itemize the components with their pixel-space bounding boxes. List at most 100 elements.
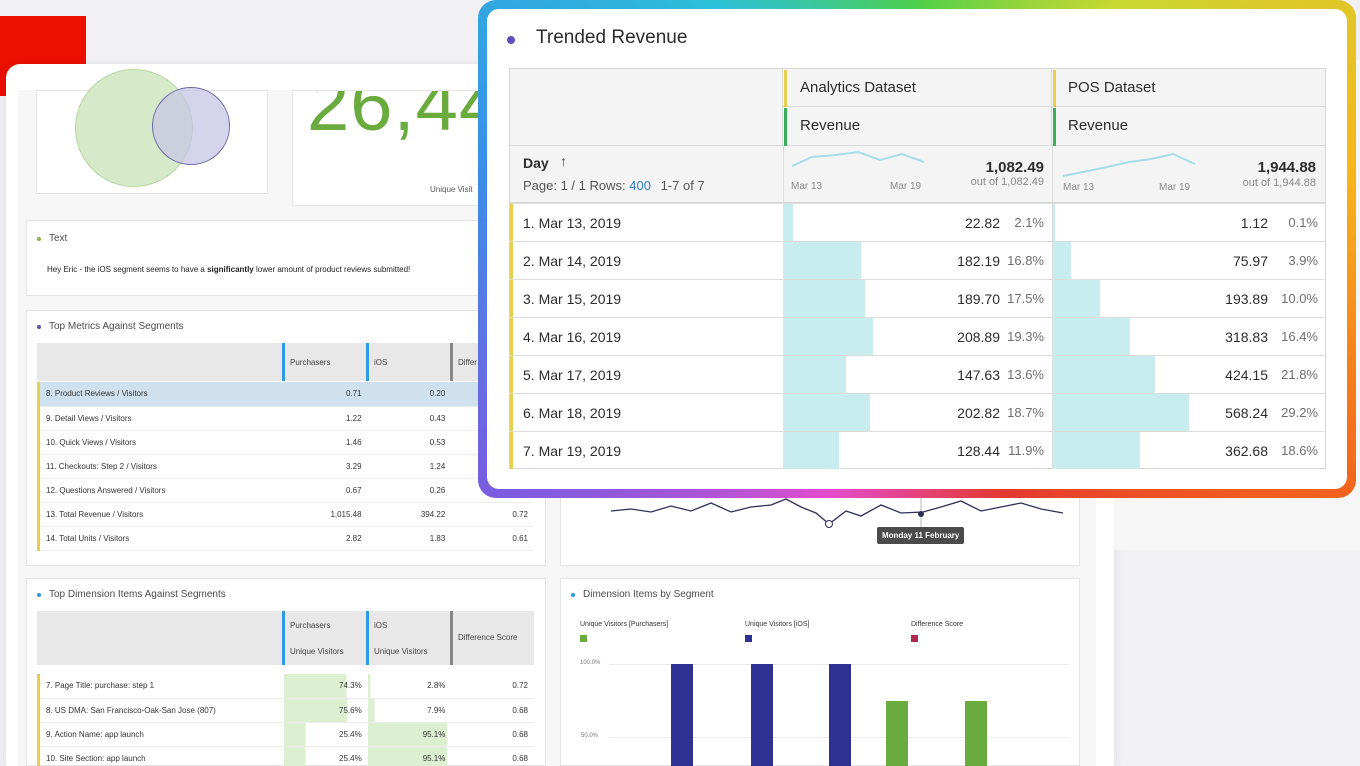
header-difference[interactable]: Differ (458, 358, 477, 367)
header-purchasers[interactable]: Purchasers (290, 621, 331, 630)
metrics-table-row[interactable]: 9. Detail Views / Visitors 1.22 0.43 (36, 406, 534, 431)
pos-metric-label: Revenue (1068, 117, 1129, 134)
metrics-cell-a: 0.67 (283, 478, 368, 503)
pos-value: 1.12 (1240, 215, 1268, 231)
revenue-row[interactable]: 3. Mar 15, 2019 189.70 17.5% 193.89 10.0% (510, 279, 1325, 317)
analytics-percent: 18.7% (1007, 405, 1044, 420)
analytics-total-sub: out of 1,082.49 (970, 176, 1044, 188)
dimension-header[interactable]: Day (523, 155, 549, 171)
header-pos-metric[interactable] (1052, 107, 1325, 146)
pos-spark-end: Mar 19 (1159, 182, 1191, 193)
analytics-metric-label: Revenue (800, 117, 861, 134)
pos-value: 75.97 (1232, 253, 1268, 269)
metrics-table-row[interactable]: 11. Checkouts: Step 2 / Visitors 3.29 1.24 (36, 454, 534, 479)
dimension-cell-b: 2.8% (367, 674, 452, 699)
header-ios[interactable]: iOS (374, 621, 388, 630)
metrics-cell-b: 0.20 (367, 382, 452, 407)
metrics-cell-b: 394.22 (367, 502, 452, 527)
revenue-row[interactable]: 5. Mar 17, 2019 147.63 13.6% 424.15 21.8% (510, 355, 1325, 393)
dimension-cell-c: 0.68 (451, 722, 534, 747)
row-date-label: 1. Mar 13, 2019 (523, 215, 622, 231)
summary-row (510, 146, 1325, 203)
segment-bar[interactable] (829, 664, 851, 766)
segment-chart-panel[interactable]: Dimension Items by Segment Unique Visito… (560, 578, 1080, 766)
pos-sparkline (1062, 152, 1196, 177)
top-metrics-title: Top Metrics Against Segments (37, 321, 184, 332)
header-analytics-metric[interactable] (783, 107, 1052, 146)
line-point-selected[interactable] (918, 511, 924, 517)
analytics-share-bar (783, 432, 839, 469)
dimension-table-row[interactable]: 7. Page Title: purchase: step 1 74.3% 2.8%… (37, 674, 534, 699)
header-difference-score[interactable]: Difference Score (458, 633, 518, 642)
metrics-cell-label: 14. Total Units / Visitors (36, 526, 284, 551)
dimension-table-row[interactable]: 10. Site Section: app launch 25.4% 95.1% 0.… (37, 746, 534, 766)
header-analytics-dataset[interactable] (783, 69, 1052, 107)
line-point-marker[interactable] (825, 520, 833, 528)
row-accent (510, 432, 513, 469)
metrics-table-row[interactable]: 13. Total Revenue / Visitors 1,015.48 394.… (36, 502, 534, 527)
analytics-spark-end: Mar 19 (890, 181, 922, 192)
metrics-cell-b: 0.43 (367, 406, 452, 431)
segment-bar[interactable] (671, 664, 693, 766)
header-pos-dataset[interactable] (1052, 69, 1325, 107)
segment-bar[interactable] (886, 701, 908, 766)
dimension-table-row[interactable]: 8. US DMA: San Francisco-Oak-San Jose (8… (37, 698, 534, 723)
legend-difference[interactable]: Difference Score (911, 621, 964, 628)
text-panel[interactable]: Text Hey Eric - the iOS segment seems to… (26, 220, 546, 296)
segment-chart-title-label: Dimension Items by Segment (583, 589, 714, 600)
y-tick-50: 50.0% (581, 733, 599, 739)
dimension-table: 7. Page Title: purchase: step 1 74.3% 2.8%… (37, 674, 534, 766)
pos-percent: 16.4% (1281, 329, 1318, 344)
metrics-cell-b: 1.24 (367, 454, 452, 479)
summary-number: 26,44 (307, 90, 492, 147)
message-prefix: Hey Eric - the iOS segment seems to have… (47, 265, 208, 274)
analytics-spark-start: Mar 13 (791, 181, 823, 192)
y-tick-100: 100.0% (580, 660, 601, 666)
page-label: Page: 1 / 1 Rows: (523, 178, 626, 193)
legend-purchasers[interactable]: Unique Visitors [Purchasers] (580, 621, 669, 628)
metrics-table-row[interactable]: 10. Quick Views / Visitors 1.46 0.53 (36, 430, 534, 455)
revenue-row[interactable]: 2. Mar 14, 2019 182.19 16.8% 75.97 3.9% (510, 241, 1325, 279)
sort-ascending-icon[interactable]: ↑ (560, 153, 567, 169)
metrics-cell-label: 8. Product Reviews / Visitors (36, 382, 284, 407)
text-panel-message: Hey Eric - the iOS segment seems to have… (47, 265, 410, 274)
revenue-row[interactable]: 6. Mar 18, 2019 202.82 18.7% 568.24 29.2% (510, 393, 1325, 431)
dimension-cell-a: 25.4% (284, 722, 368, 747)
header-ios[interactable]: iOS (374, 358, 388, 367)
top-dimension-title-label: Top Dimension Items Against Segments (49, 589, 226, 600)
pos-percent: 29.2% (1281, 405, 1318, 420)
summary-number-label: Unique Visit (430, 185, 473, 194)
row-date-label: 7. Mar 19, 2019 (523, 443, 622, 459)
metrics-cell-label: 11. Checkouts: Step 2 / Visitors (36, 454, 284, 479)
metrics-table-row[interactable]: 8. Product Reviews / Visitors 0.71 0.20 (36, 382, 534, 407)
panel-dot-icon (37, 324, 41, 329)
metrics-cell-a: 1,015.48 (283, 502, 368, 527)
analytics-value: 128.44 (957, 443, 1000, 459)
metrics-table-row[interactable]: 12. Questions Answered / Visitors 0.67 0.2… (36, 478, 534, 503)
rows-per-page-selector[interactable]: 400 (629, 178, 651, 193)
segment-bar[interactable] (965, 701, 987, 766)
analytics-percent: 11.9% (1008, 443, 1044, 458)
dimension-cell-a: 74.3% (284, 674, 368, 699)
freeform-table (509, 68, 1326, 469)
header-purchasers[interactable]: Purchasers (290, 358, 331, 367)
message-suffix: lower amount of product reviews submitte… (253, 265, 411, 274)
analytics-total: 1,082.49 (985, 159, 1044, 176)
panel-dot-icon (507, 36, 515, 44)
legend-ios[interactable]: Unique Visitors [iOS] (745, 621, 810, 628)
venn-panel[interactable] (36, 69, 268, 194)
analytics-share-bar (783, 242, 861, 279)
revenue-row[interactable]: 7. Mar 19, 2019 128.44 11.9% 362.68 18.6% (510, 431, 1325, 469)
dimension-table-row[interactable]: 9. Action Name: app launch 25.4% 95.1% 0.68 (37, 722, 534, 747)
summary-number-panel[interactable]: 26,44 Unique Visit (292, 90, 492, 206)
revenue-row[interactable]: 1. Mar 13, 2019 22.82 2.1% 1.12 0.1% (510, 203, 1325, 241)
segment-bar[interactable] (751, 664, 773, 766)
row-accent (510, 394, 513, 431)
analytics-percent: 13.6% (1007, 367, 1044, 382)
metrics-table-row[interactable]: 14. Total Units / Visitors 2.82 1.83 0.61 (36, 526, 534, 551)
revenue-row[interactable]: 4. Mar 16, 2019 208.89 19.3% 318.83 16.4% (510, 317, 1325, 355)
dimension-cell-a: 75.6% (284, 698, 368, 723)
pos-spark-start: Mar 13 (1063, 182, 1095, 193)
dimension-cell-label: 9. Action Name: app launch (37, 722, 285, 747)
pos-share-bar (1053, 242, 1071, 279)
